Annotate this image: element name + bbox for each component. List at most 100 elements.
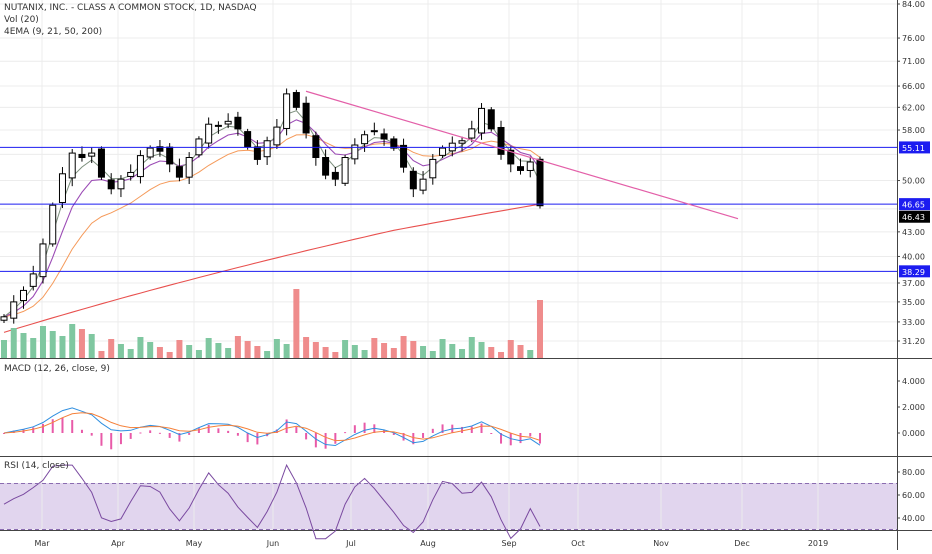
macd-histogram-bar <box>275 429 278 433</box>
volume-bar <box>264 351 271 358</box>
candle-body <box>322 157 330 176</box>
price-tick-label: 40.00 <box>902 252 925 261</box>
time-axis-label: Sep <box>501 539 516 548</box>
macd-histogram-bar <box>80 429 83 433</box>
volume-bar <box>303 337 310 358</box>
level-label-bg-0 <box>899 141 930 154</box>
price-tick-label: 84.00 <box>902 0 925 9</box>
candle-body <box>351 144 359 160</box>
time-axis-label: Aug <box>420 539 436 548</box>
volume-bar <box>69 324 76 358</box>
macd-legend: MACD (12, 26, close, 9) <box>4 364 110 374</box>
volume-bar <box>537 300 543 358</box>
ema-200-line <box>3 203 541 333</box>
macd-tick-label: 2.000 <box>902 403 925 412</box>
candle-body <box>439 147 447 156</box>
candle-body <box>195 138 203 156</box>
macd-histogram-bar <box>402 433 405 441</box>
candle-body <box>146 147 154 158</box>
candle-body <box>10 301 18 319</box>
volume-bar <box>381 343 388 358</box>
volume-bar <box>488 347 495 358</box>
volume-bar <box>351 345 358 358</box>
macd-histogram-bar <box>461 426 464 433</box>
macd-histogram-bar <box>100 433 103 446</box>
candle-body <box>478 107 486 134</box>
volume-bar <box>459 349 466 358</box>
volume-bar <box>449 344 456 358</box>
candle-body <box>58 173 66 204</box>
macd-histogram-bar <box>412 433 415 445</box>
price-tick-label: 43.00 <box>902 228 925 237</box>
macd-histogram-bar <box>188 433 191 435</box>
price-tick-label: 37.00 <box>902 279 925 288</box>
macd-histogram-bar <box>363 422 366 433</box>
macd-histogram-bar <box>529 433 532 437</box>
volume-bar <box>254 346 261 358</box>
candle-body <box>497 126 505 155</box>
volume-bar <box>468 337 475 358</box>
macd-histogram-bar <box>500 433 503 444</box>
candle-body <box>400 144 408 168</box>
candle-body <box>341 157 349 184</box>
volume-bar <box>30 338 37 358</box>
candle-body <box>409 170 417 190</box>
volume-bar <box>98 351 105 358</box>
macd-histogram-bar <box>3 433 5 434</box>
macd-histogram-bar <box>32 427 35 433</box>
volume-bar <box>20 333 27 358</box>
candle-body <box>380 133 388 140</box>
macd-histogram-bar <box>295 427 298 433</box>
candle-body <box>536 158 544 207</box>
price-tick-label: 50.00 <box>902 177 925 186</box>
macd-histogram-bar <box>324 433 327 449</box>
volume-bar <box>322 347 329 358</box>
macd-histogram-bar <box>431 428 434 433</box>
candle-body <box>361 134 369 145</box>
macd-histogram-bar <box>519 433 522 444</box>
macd-histogram-bar <box>246 433 249 443</box>
chart-title: NUTANIX, INC. - CLASS A COMMON STOCK, 1D… <box>4 3 257 13</box>
volume-bar <box>117 344 124 358</box>
volume-bar <box>166 352 173 358</box>
candle-body <box>390 138 398 149</box>
candle-body <box>312 135 320 159</box>
candle-body <box>244 131 252 148</box>
candle-body <box>263 140 271 158</box>
level-label-bg-1 <box>899 198 930 211</box>
volume-bar <box>371 338 378 358</box>
candle-body <box>29 273 37 287</box>
macd-histogram-bar <box>314 433 317 448</box>
time-axis-label: May <box>186 539 203 548</box>
volume-bar <box>205 338 212 358</box>
volume-bar <box>478 342 485 358</box>
macd-histogram-bar <box>119 433 122 445</box>
level-label-0: 55.11 <box>902 144 925 153</box>
time-axis-label: Apr <box>111 539 126 548</box>
volume-bar <box>127 349 134 358</box>
macd-histogram-bar <box>490 433 493 434</box>
volume-bar <box>156 347 163 358</box>
volume-bar <box>439 339 446 358</box>
rsi-legend: RSI (14, close) <box>4 461 69 471</box>
volume-bar <box>215 343 222 358</box>
candle-body <box>68 152 76 179</box>
macd-histogram-bar <box>61 417 64 433</box>
candle-body <box>107 179 115 190</box>
volume-bar <box>137 337 144 358</box>
candle-body <box>283 93 291 129</box>
volume-bar <box>410 341 417 358</box>
ema-9-line <box>3 110 541 318</box>
candle-body <box>468 128 476 139</box>
candle-body <box>97 148 105 178</box>
price-tick-label: 76.00 <box>902 34 925 43</box>
volume-bar <box>390 348 397 358</box>
candle-body <box>214 124 222 127</box>
macd-histogram-bar <box>480 423 483 433</box>
macd-histogram-bar <box>41 423 44 433</box>
candle-body <box>487 109 495 130</box>
macd-histogram-bar <box>129 433 132 439</box>
